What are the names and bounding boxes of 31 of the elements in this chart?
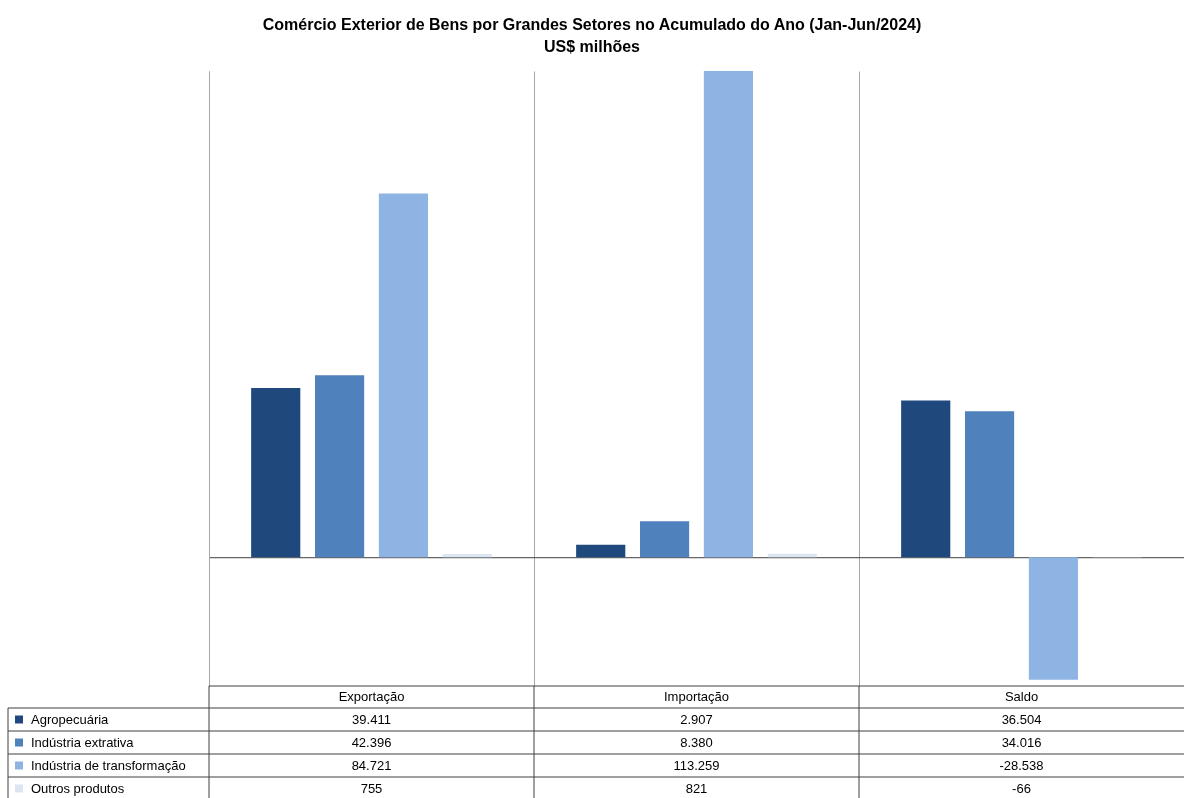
x-tick-label: Saldo [1004, 688, 1039, 704]
legend-label: Indústria de transformação [31, 757, 186, 773]
data-label: -28.538 [999, 757, 1044, 773]
data-label: 821 [685, 780, 708, 796]
data-label: 36.504 [1001, 711, 1042, 727]
data-label: 39.411 [352, 711, 391, 727]
bar [378, 193, 429, 558]
legend-label: Indústria extrativa [31, 734, 135, 750]
chart-title: Comércio Exterior de Bens por Grandes Setores no Acumulado do Ano (Jan-Jun/2024) [262, 16, 922, 33]
bar [442, 553, 492, 558]
data-label: 42.396 [351, 734, 392, 750]
x-tick-label: Importação [663, 688, 730, 704]
chart-subtitle: US$ milhões [543, 38, 641, 55]
x-tick-label: Exportação [338, 688, 405, 704]
bar [703, 71, 754, 558]
data-label: 113.259 [673, 757, 720, 773]
data-label: 34.016 [1001, 734, 1042, 750]
bar [901, 400, 951, 558]
legend-label: Outros produtos [31, 780, 125, 796]
data-label: 84.721 [351, 757, 392, 773]
data-label: 2.907 [680, 711, 713, 727]
bar [314, 375, 365, 558]
bar [576, 544, 626, 558]
bar [1028, 557, 1079, 680]
legend-label: Agropecuária [31, 711, 110, 727]
bar [251, 388, 301, 558]
bar [639, 521, 690, 558]
bar [964, 411, 1015, 558]
data-label: 755 [360, 780, 383, 796]
data-label: 8.380 [680, 734, 713, 750]
data-label: -66 [1012, 780, 1031, 796]
